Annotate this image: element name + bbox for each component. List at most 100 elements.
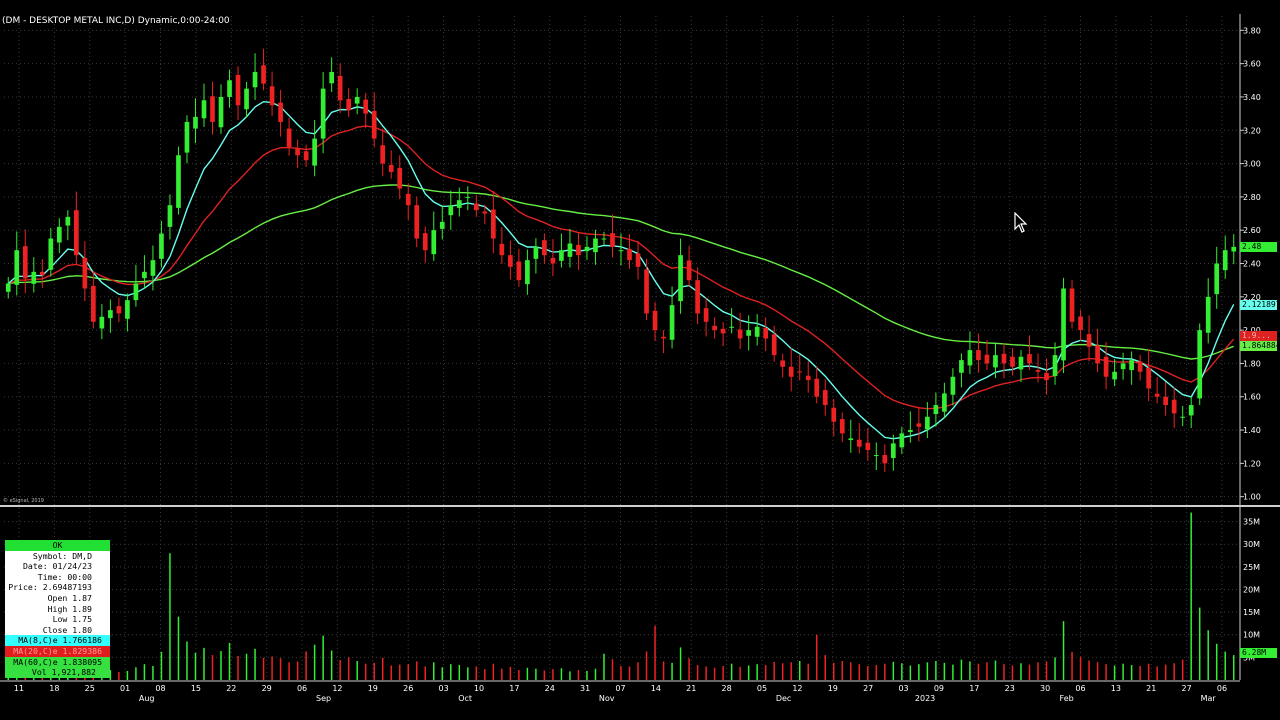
info-vol: Vol 1,921,882: [5, 667, 110, 678]
candle-body: [354, 96, 360, 104]
candle-body: [142, 271, 147, 279]
candle-body: [942, 393, 947, 412]
candle-body: [91, 285, 96, 322]
candle-body: [993, 355, 998, 368]
candle-body: [184, 121, 190, 153]
candle-body: [797, 371, 803, 373]
candle-body: [167, 205, 173, 227]
day-tick-label: 03: [438, 684, 448, 693]
candle-body: [610, 233, 615, 247]
candle-body: [414, 205, 420, 239]
candle-body: [763, 328, 769, 339]
volume-tick-label: 30M: [1243, 540, 1260, 549]
candle-body: [908, 430, 913, 433]
candle-body: [865, 442, 871, 451]
candle-body: [737, 329, 743, 339]
candle-body: [73, 210, 79, 256]
day-tick-label: 21: [1146, 684, 1156, 693]
candle-body: [371, 110, 377, 139]
day-tick-label: 19: [368, 684, 378, 693]
candle-body: [550, 257, 556, 264]
ma-slow-badge: 1.864884: [1240, 341, 1280, 351]
day-tick-label: 26: [403, 684, 413, 693]
candle-body: [499, 243, 505, 256]
day-tick-label: 13: [1111, 684, 1121, 693]
price-tick-label: 1.00: [1243, 493, 1261, 502]
candle-body: [1129, 360, 1134, 371]
candle-body: [822, 390, 828, 406]
volume-tick-label: 35M: [1243, 518, 1260, 527]
candle-body: [516, 261, 522, 281]
candle-body: [133, 283, 139, 301]
candle-body: [431, 230, 437, 255]
candle-body: [397, 167, 403, 189]
day-tick-label: 25: [85, 684, 95, 693]
day-tick-label: 29: [262, 684, 272, 693]
day-tick-label: 12: [792, 684, 802, 693]
day-tick-label: 10: [474, 684, 484, 693]
candle-body: [1146, 367, 1151, 389]
candle-body: [1010, 356, 1015, 367]
candle-body: [559, 250, 564, 261]
status-ok[interactable]: OK: [5, 540, 110, 551]
info-price: Price: 2.69487193: [8, 582, 92, 593]
candle-body: [1112, 371, 1117, 380]
price-tick-label: 2.20: [1243, 293, 1261, 302]
candle-body: [82, 257, 88, 289]
candle-body: [508, 255, 513, 267]
candle-body: [873, 455, 879, 457]
day-tick-label: 12: [332, 684, 342, 693]
info-time: Time: 00:00: [37, 571, 92, 582]
candle-body: [31, 271, 37, 284]
candle-body: [576, 244, 581, 256]
candle-body: [1222, 250, 1228, 271]
candle-body: [491, 209, 496, 239]
day-tick-label: 09: [934, 684, 944, 693]
candle-body: [1205, 296, 1211, 333]
candle-body: [644, 269, 649, 314]
candle-body: [839, 419, 845, 434]
candle-body: [1044, 373, 1049, 381]
candle-body: [661, 336, 666, 339]
candle-body: [295, 148, 300, 156]
candle-body: [1035, 370, 1041, 372]
candle-body: [882, 455, 888, 464]
candle-body: [780, 360, 786, 367]
candle-body: [422, 233, 428, 251]
info-date: Date: 01/24/23: [22, 561, 92, 572]
info-ma20: MA(20,C)e 1.829386: [5, 645, 110, 657]
month-label: Aug: [139, 694, 155, 703]
price-tick-label: 2.40: [1243, 260, 1261, 269]
candle-body: [678, 255, 683, 302]
candle-body: [108, 310, 113, 319]
candle-body: [1180, 416, 1186, 418]
candle-body: [465, 196, 471, 198]
month-label: Oct: [458, 694, 472, 703]
candle-body: [99, 316, 105, 329]
candle-body: [286, 128, 292, 147]
candle-body: [525, 260, 530, 285]
data-window: OK Symbol: DM,D Date: 01/24/23 Time: 00:…: [5, 540, 110, 678]
candle-body: [916, 423, 922, 427]
candle-body: [686, 260, 692, 281]
candle-body: [533, 246, 539, 259]
candle-body: [746, 330, 751, 336]
month-label: Nov: [599, 694, 615, 703]
price-tick-label: 2.80: [1243, 193, 1261, 202]
axes: 3.80 3.60 3.40 3.20 3.00 2.80 2.60 2.40 2.20 2.00…: [0, 14, 1280, 703]
candle-body: [150, 260, 156, 276]
candle-body: [346, 98, 352, 111]
day-tick-label: 11: [14, 684, 24, 693]
candle-body: [933, 405, 939, 415]
price-tick-label: 2.00: [1243, 326, 1261, 335]
candle-body: [482, 211, 488, 214]
candle-body: [1231, 246, 1237, 252]
candle-body: [1078, 316, 1083, 331]
candle-body: [635, 253, 641, 267]
day-tick-label: 19: [828, 684, 838, 693]
volume-tick-label: 20M: [1243, 585, 1260, 594]
candle-body: [456, 200, 462, 208]
info-symbol: Symbol: DM,D: [32, 550, 92, 561]
candle-body: [1103, 356, 1109, 377]
